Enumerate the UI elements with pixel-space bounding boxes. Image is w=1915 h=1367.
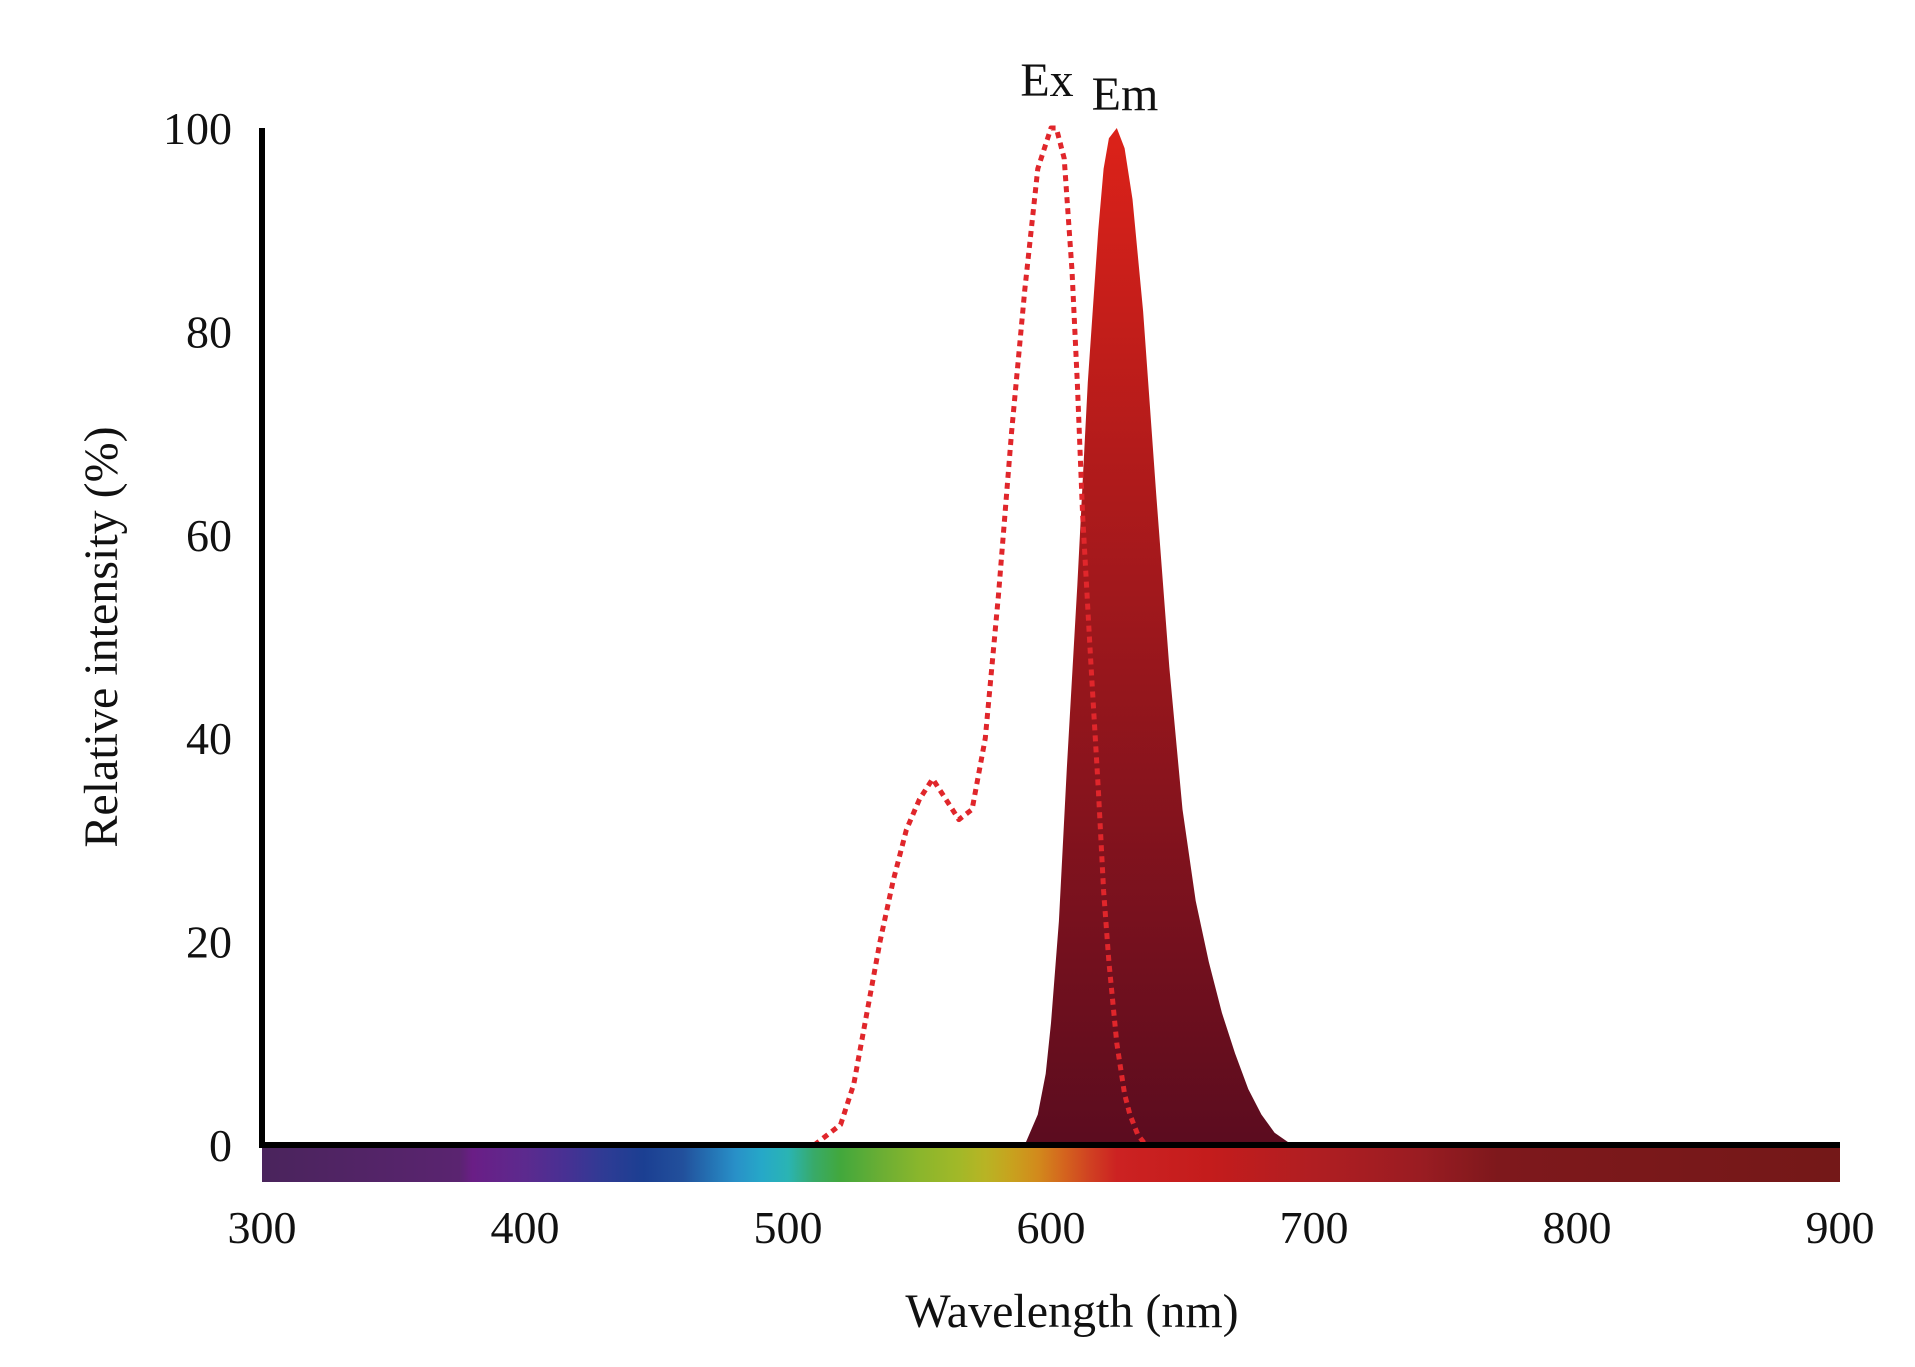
x-tick-labels: 300 400 500 600 700 800 900 [228, 1202, 1875, 1253]
ex-series-label: Ex [1020, 54, 1073, 107]
plot-area [812, 125, 1301, 1147]
x-tick-label: 600 [1017, 1202, 1086, 1253]
x-tick-label: 300 [228, 1202, 297, 1253]
x-tick-label: 500 [754, 1202, 823, 1253]
x-tick-label: 700 [1280, 1202, 1349, 1253]
em-series-area [1024, 128, 1301, 1145]
y-tick-label: 80 [186, 306, 232, 357]
y-axis-title: Relative intensity (%) [75, 426, 128, 847]
spectrum-bar-fill [262, 1148, 1840, 1182]
em-series-label: Em [1092, 68, 1159, 121]
x-tick-label: 900 [1806, 1202, 1875, 1253]
x-tick-label: 400 [491, 1202, 560, 1253]
y-tick-label: 40 [186, 713, 232, 764]
y-tick-labels: 0 20 40 60 80 100 [163, 103, 232, 1171]
y-tick-label: 0 [209, 1120, 232, 1171]
axes [259, 128, 1840, 1148]
spectrum-color-bar [262, 1148, 1840, 1182]
x-axis-title: Wavelength (nm) [905, 1285, 1238, 1338]
y-tick-label: 60 [186, 510, 232, 561]
y-tick-label: 100 [163, 103, 232, 154]
ex-series-line [812, 125, 1148, 1147]
y-tick-label: 20 [186, 917, 232, 968]
x-tick-label: 800 [1543, 1202, 1612, 1253]
